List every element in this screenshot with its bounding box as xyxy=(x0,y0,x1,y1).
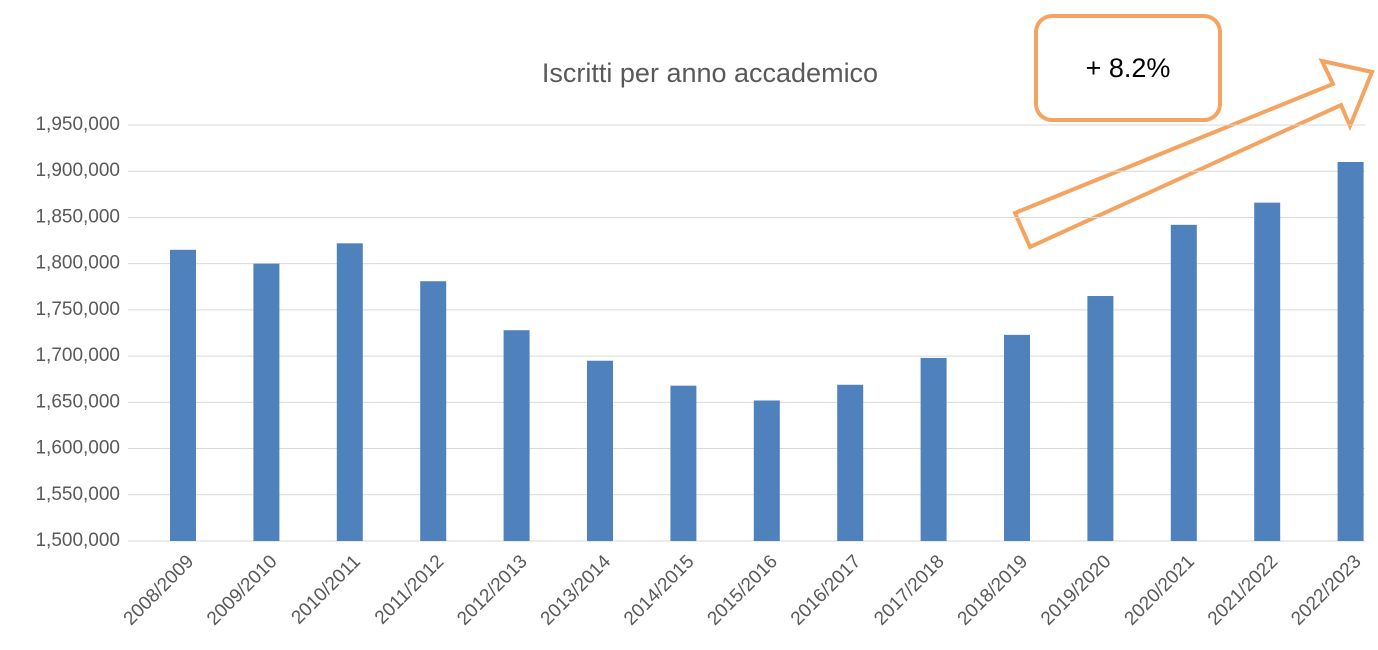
x-tick-label: 2018/2019 xyxy=(954,551,1032,629)
x-tick-label: 2016/2017 xyxy=(787,551,865,629)
bar xyxy=(1170,224,1197,541)
x-tick-label: 2017/2018 xyxy=(870,551,948,629)
x-tick-label: 2015/2016 xyxy=(704,551,782,629)
x-tick-label: 2013/2014 xyxy=(537,551,616,630)
bar xyxy=(753,400,780,541)
bar xyxy=(336,243,363,541)
y-tick-label: 1,550,000 xyxy=(35,484,120,505)
y-tick-label: 1,500,000 xyxy=(35,530,120,551)
x-tick-label: 2021/2022 xyxy=(1204,551,1282,629)
x-tick-label: 2009/2010 xyxy=(203,551,281,629)
bar xyxy=(670,385,697,541)
bar xyxy=(503,330,530,541)
y-tick-label: 1,950,000 xyxy=(35,114,120,135)
x-tick-label: 2019/2020 xyxy=(1037,551,1115,629)
bar xyxy=(1337,161,1364,541)
y-tick-label: 1,850,000 xyxy=(35,206,120,227)
annotation: + 8.2% xyxy=(1086,53,1171,83)
x-tick-label: 2010/2011 xyxy=(288,551,365,628)
x-tick-label: 2020/2021 xyxy=(1121,551,1199,629)
bar xyxy=(920,357,947,541)
chart-title: Iscritti per anno accademico xyxy=(542,58,878,88)
bar xyxy=(253,263,280,541)
y-tick-label: 1,600,000 xyxy=(35,438,120,459)
bar xyxy=(837,384,864,541)
bar xyxy=(1087,296,1114,541)
y-tick-label: 1,800,000 xyxy=(35,253,120,274)
bar xyxy=(587,360,613,541)
bar xyxy=(1254,202,1281,542)
x-tick-label: 2008/2009 xyxy=(120,551,198,629)
bar xyxy=(1004,334,1030,541)
y-tick-label: 1,750,000 xyxy=(35,299,120,320)
x-tick-label: 2014/2015 xyxy=(620,551,698,629)
y-tick-label: 1,700,000 xyxy=(35,345,120,366)
annotation-box xyxy=(1034,14,1222,122)
y-tick-label: 1,900,000 xyxy=(35,160,120,181)
arrow xyxy=(1012,58,1375,250)
x-tick-label: 2011/2012 xyxy=(371,551,448,628)
bar xyxy=(170,249,196,542)
x-tick-label: 2012/2013 xyxy=(453,551,531,629)
bar xyxy=(420,281,447,541)
y-tick-label: 1,650,000 xyxy=(35,391,120,412)
x-tick-label: 2022/2023 xyxy=(1287,551,1365,629)
